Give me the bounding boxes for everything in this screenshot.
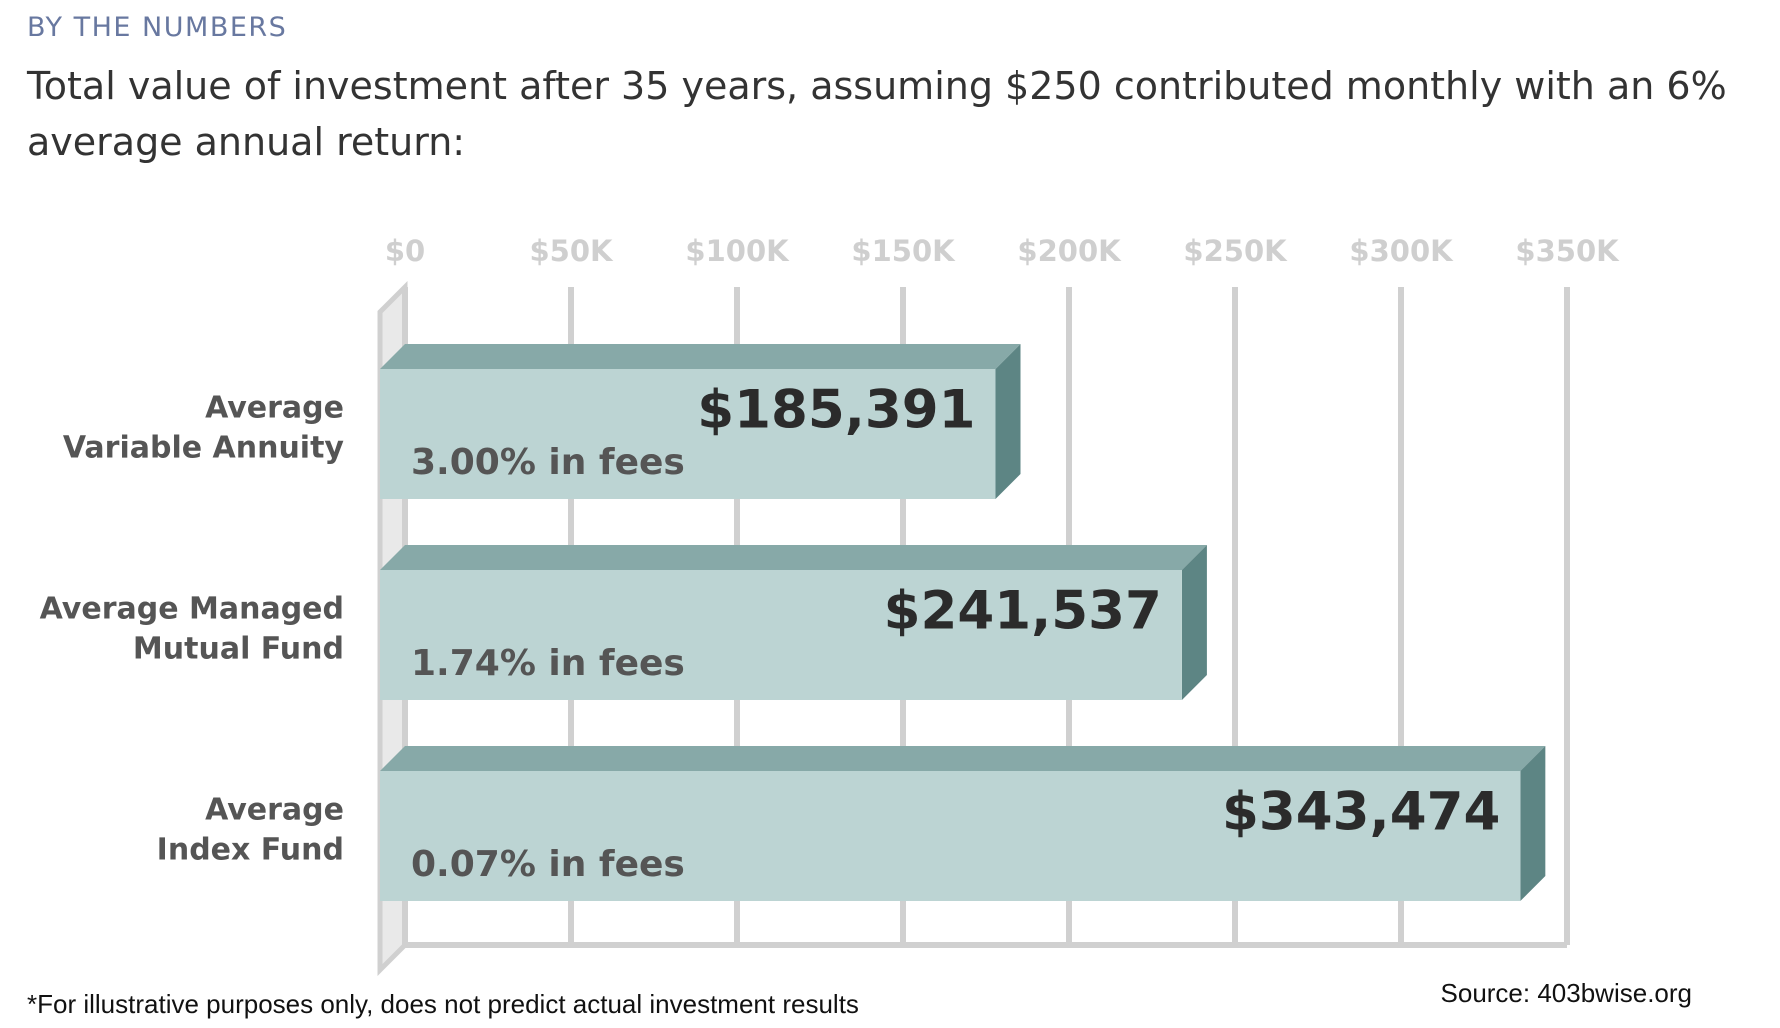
fee-label: 0.07% in fees bbox=[411, 844, 685, 885]
eyebrow: BY THE NUMBERS bbox=[27, 12, 288, 43]
fee-label: 1.74% in fees bbox=[411, 643, 685, 684]
x-tick-label: $150K bbox=[851, 234, 956, 268]
category-label: Variable Annuity bbox=[63, 431, 345, 466]
x-tick-label: $350K bbox=[1515, 234, 1620, 268]
bar-top bbox=[380, 545, 1207, 570]
bar-side bbox=[1181, 545, 1207, 700]
x-tick-label: $250K bbox=[1183, 234, 1288, 268]
footnote: *For illustrative purposes only, does no… bbox=[27, 989, 859, 1019]
bar bbox=[380, 545, 1207, 700]
bar-top bbox=[380, 344, 1021, 369]
x-tick-label: $300K bbox=[1349, 234, 1454, 268]
category-label: Index Fund bbox=[157, 833, 344, 868]
category-label: Average bbox=[205, 793, 344, 828]
source: Source: 403bwise.org bbox=[1441, 978, 1692, 1008]
bar bbox=[380, 746, 1546, 901]
category-label: Average Managed bbox=[40, 592, 344, 627]
bar bbox=[380, 344, 1021, 499]
category-label: Mutual Fund bbox=[133, 632, 344, 667]
chart-title: Total value of investment after 35 years… bbox=[27, 64, 1727, 164]
fee-label: 3.00% in fees bbox=[411, 442, 685, 483]
x-tick-label: $100K bbox=[685, 234, 790, 268]
bar-front bbox=[380, 369, 996, 499]
bar-side bbox=[995, 344, 1021, 499]
value-label: $241,537 bbox=[884, 581, 1162, 642]
bar-side bbox=[1520, 746, 1546, 901]
x-tick-label: $200K bbox=[1017, 234, 1122, 268]
bar-front bbox=[380, 771, 1521, 901]
bar-front bbox=[380, 570, 1182, 700]
value-label: $185,391 bbox=[697, 380, 975, 441]
category-label: Average bbox=[205, 391, 344, 426]
x-tick-label: $0 bbox=[385, 234, 425, 268]
x-tick-label: $50K bbox=[529, 234, 614, 268]
bar-top bbox=[380, 746, 1546, 771]
value-label: $343,474 bbox=[1222, 782, 1500, 843]
